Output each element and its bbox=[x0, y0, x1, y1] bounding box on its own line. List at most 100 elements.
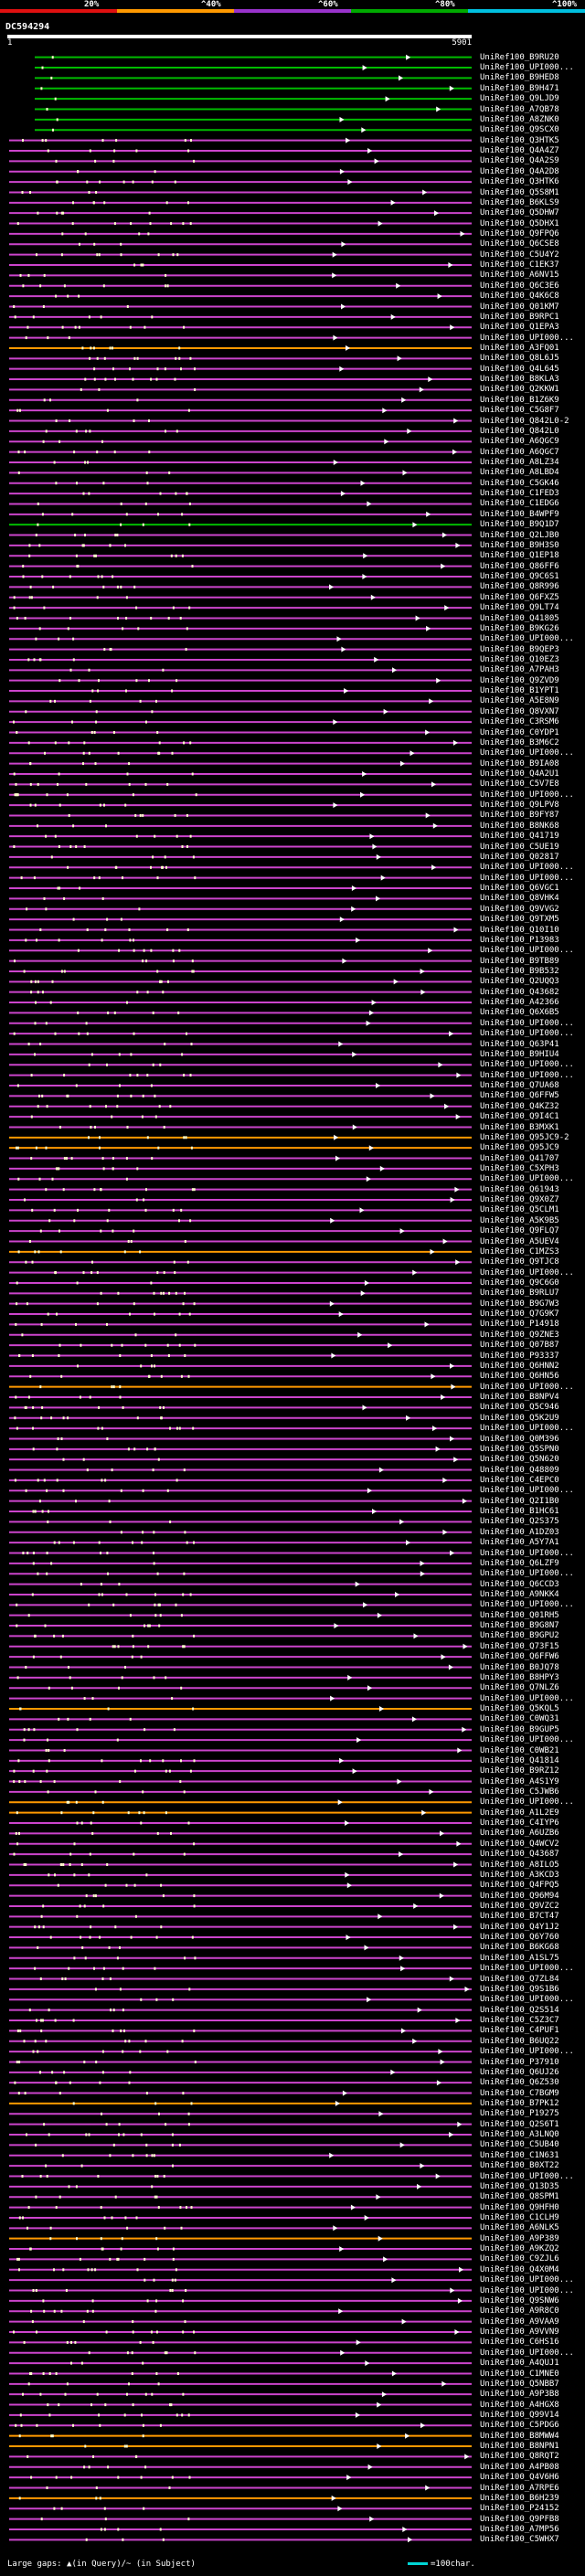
hit-label[interactable]: UniRef100_B9H3S0 bbox=[480, 540, 559, 550]
hit-label[interactable]: UniRef100_B9H471 bbox=[480, 83, 559, 93]
hit-label[interactable]: UniRef100_UPI000... bbox=[480, 1070, 574, 1080]
hit-label[interactable]: UniRef100_Q4A2U1 bbox=[480, 769, 559, 779]
hit-label[interactable]: UniRef100_A3KCD3 bbox=[480, 1870, 559, 1880]
hit-label[interactable]: UniRef100_Q9TJC8 bbox=[480, 1257, 559, 1267]
hit-label[interactable]: UniRef100_UPI000... bbox=[480, 1964, 574, 1974]
hit-label[interactable]: UniRef100_A7MP56 bbox=[480, 2525, 559, 2534]
hit-label[interactable]: UniRef100_Q9SCX0 bbox=[480, 125, 559, 135]
hit-label[interactable]: UniRef100_A5K9B5 bbox=[480, 1215, 559, 1225]
hit-label[interactable]: UniRef100_Q6FXZ5 bbox=[480, 592, 559, 602]
hit-label[interactable]: UniRef100_Q5N620 bbox=[480, 1455, 559, 1465]
hit-label[interactable]: UniRef100_B9G8N7 bbox=[480, 1621, 559, 1631]
hit-label[interactable]: UniRef100_B3MXK1 bbox=[480, 1122, 559, 1132]
hit-label[interactable]: UniRef100_Q4Y1J2 bbox=[480, 1922, 559, 1932]
hit-label[interactable]: UniRef100_Q5DHW7 bbox=[480, 208, 559, 218]
hit-label[interactable]: UniRef100_Q2LJB0 bbox=[480, 530, 559, 540]
hit-label[interactable]: UniRef100_Q2KKW1 bbox=[480, 385, 559, 395]
hit-label[interactable]: UniRef100_B9IA08 bbox=[480, 758, 559, 769]
hit-label[interactable]: UniRef100_Q8VHK4 bbox=[480, 894, 559, 904]
hit-label[interactable]: UniRef100_Q61943 bbox=[480, 1184, 559, 1194]
hit-label[interactable]: UniRef100_Q5KQL5 bbox=[480, 1704, 559, 1713]
hit-label[interactable]: UniRef100_Q6CSE8 bbox=[480, 239, 559, 249]
hit-label[interactable]: UniRef100_B9GUP5 bbox=[480, 1724, 559, 1734]
hit-label[interactable]: UniRef100_A9P3B8 bbox=[480, 2390, 559, 2400]
hit-label[interactable]: UniRef100_B8NPN1 bbox=[480, 2442, 559, 2451]
hit-label[interactable]: UniRef100_UPI000... bbox=[480, 1995, 574, 2005]
hit-label[interactable]: UniRef100_B3M6C2 bbox=[480, 737, 559, 747]
hit-label[interactable]: UniRef100_Q6HN56 bbox=[480, 1372, 559, 1382]
hit-label[interactable]: UniRef100_UPI000... bbox=[480, 2285, 574, 2295]
hit-label[interactable]: UniRef100_C1FED3 bbox=[480, 489, 559, 499]
hit-label[interactable]: UniRef100_Q9VZC2 bbox=[480, 1901, 559, 1911]
hit-label[interactable]: UniRef100_Q10EZ3 bbox=[480, 654, 559, 664]
hit-label[interactable]: UniRef100_Q43687 bbox=[480, 1850, 559, 1860]
hit-label[interactable]: UniRef100_UPI000... bbox=[480, 1267, 574, 1277]
hit-label[interactable]: UniRef100_Q4X0M4 bbox=[480, 2264, 559, 2274]
hit-label[interactable]: UniRef100_B0JQ78 bbox=[480, 1662, 559, 1672]
hit-label[interactable]: UniRef100_Q5K2U9 bbox=[480, 1413, 559, 1423]
hit-label[interactable]: UniRef100_B9RZ12 bbox=[480, 1766, 559, 1776]
hit-label[interactable]: UniRef100_A9NKK4 bbox=[480, 1590, 559, 1599]
hit-label[interactable]: UniRef100_UPI000... bbox=[480, 634, 574, 644]
hit-label[interactable]: UniRef100_Q41805 bbox=[480, 613, 559, 623]
hit-label[interactable]: UniRef100_B9RPC1 bbox=[480, 312, 559, 322]
hit-label[interactable]: UniRef100_C6HS16 bbox=[480, 2337, 559, 2348]
hit-label[interactable]: UniRef100_Q9C6G0 bbox=[480, 1278, 559, 1288]
hit-label[interactable]: UniRef100_B9G7W3 bbox=[480, 1299, 559, 1309]
hit-label[interactable]: UniRef100_C5G8F7 bbox=[480, 406, 559, 416]
hit-label[interactable]: UniRef100_Q6LZF9 bbox=[480, 1558, 559, 1568]
hit-label[interactable]: UniRef100_Q96M94 bbox=[480, 1891, 559, 1901]
hit-label[interactable]: UniRef100_B6UQ22 bbox=[480, 2036, 559, 2046]
hit-label[interactable]: UniRef100_UPI000... bbox=[480, 1382, 574, 1392]
hit-label[interactable]: UniRef100_Q9HFH0 bbox=[480, 2202, 559, 2212]
hit-label[interactable]: UniRef100_B6KG68 bbox=[480, 1943, 559, 1953]
hit-label[interactable]: UniRef100_Q6CCD3 bbox=[480, 1579, 559, 1589]
hit-label[interactable]: UniRef100_UPI000... bbox=[480, 1486, 574, 1496]
hit-label[interactable]: UniRef100_A5E8N9 bbox=[480, 696, 559, 706]
hit-label[interactable]: UniRef100_Q9I4C1 bbox=[480, 1112, 559, 1122]
hit-label[interactable]: UniRef100_Q0M396 bbox=[480, 1434, 559, 1444]
hit-label[interactable]: UniRef100_C1MNE0 bbox=[480, 2369, 559, 2379]
hit-label[interactable]: UniRef100_UPI000... bbox=[480, 2171, 574, 2181]
hit-label[interactable]: UniRef100_C5UB40 bbox=[480, 2140, 559, 2150]
hit-label[interactable]: UniRef100_UPI000... bbox=[480, 1174, 574, 1184]
hit-label[interactable]: UniRef100_B9HIU4 bbox=[480, 1049, 559, 1059]
hit-label[interactable]: UniRef100_Q842L0 bbox=[480, 426, 559, 436]
hit-label[interactable]: UniRef100_Q9C6S1 bbox=[480, 572, 559, 581]
hit-label[interactable]: UniRef100_A6QGC7 bbox=[480, 447, 559, 457]
hit-label[interactable]: UniRef100_Q842L0-2 bbox=[480, 416, 569, 426]
hit-label[interactable]: UniRef100_A6NV15 bbox=[480, 270, 559, 281]
hit-label[interactable]: UniRef100_Q2S375 bbox=[480, 1517, 559, 1527]
hit-label[interactable]: UniRef100_Q8RQT2 bbox=[480, 2452, 559, 2462]
hit-label[interactable]: UniRef100_A1SL75 bbox=[480, 1953, 559, 1963]
hit-label[interactable]: UniRef100_UPI000... bbox=[480, 1600, 574, 1610]
hit-label[interactable]: UniRef100_A8LBD4 bbox=[480, 468, 559, 478]
hit-label[interactable]: UniRef100_B9TB89 bbox=[480, 956, 559, 966]
hit-label[interactable]: UniRef100_UPI000... bbox=[480, 1018, 574, 1028]
hit-label[interactable]: UniRef100_B4WPF9 bbox=[480, 509, 559, 519]
hit-label[interactable]: UniRef100_Q9PFB8 bbox=[480, 2514, 559, 2524]
hit-label[interactable]: UniRef100_Q43682 bbox=[480, 987, 559, 997]
hit-label[interactable]: UniRef100_C1CLH9 bbox=[480, 2213, 559, 2222]
hit-label[interactable]: UniRef100_Q2S514 bbox=[480, 2005, 559, 2015]
hit-label[interactable]: UniRef100_B1Z6K9 bbox=[480, 395, 559, 405]
hit-label[interactable]: UniRef100_Q1EP18 bbox=[480, 551, 559, 561]
hit-label[interactable]: UniRef100_C3RSM6 bbox=[480, 717, 559, 727]
hit-label[interactable]: UniRef100_C4PUF1 bbox=[480, 2026, 559, 2036]
hit-label[interactable]: UniRef100_C5U4Y2 bbox=[480, 249, 559, 260]
hit-label[interactable]: UniRef100_A4PB08 bbox=[480, 2462, 559, 2472]
hit-label[interactable]: UniRef100_Q2S6T1 bbox=[480, 2119, 559, 2129]
hit-label[interactable]: UniRef100_B1YPT1 bbox=[480, 686, 559, 695]
hit-label[interactable]: UniRef100_Q41707 bbox=[480, 1153, 559, 1163]
hit-label[interactable]: UniRef100_Q1EPA3 bbox=[480, 323, 559, 333]
hit-label[interactable]: UniRef100_Q6Z530 bbox=[480, 2078, 559, 2088]
hit-label[interactable]: UniRef100_Q4L645 bbox=[480, 364, 559, 374]
hit-label[interactable]: UniRef100_P14918 bbox=[480, 1320, 559, 1330]
hit-label[interactable]: UniRef100_Q4KZ32 bbox=[480, 1101, 559, 1111]
hit-label[interactable]: UniRef100_Q07B87 bbox=[480, 1341, 559, 1351]
hit-label[interactable]: UniRef100_B9RLU7 bbox=[480, 1288, 559, 1299]
hit-label[interactable]: UniRef100_Q6C3E6 bbox=[480, 281, 559, 291]
hit-label[interactable]: UniRef100_Q7ZL84 bbox=[480, 1974, 559, 1984]
hit-label[interactable]: UniRef100_C9ZJL6 bbox=[480, 2254, 559, 2264]
hit-label[interactable]: UniRef100_B8NK68 bbox=[480, 821, 559, 831]
